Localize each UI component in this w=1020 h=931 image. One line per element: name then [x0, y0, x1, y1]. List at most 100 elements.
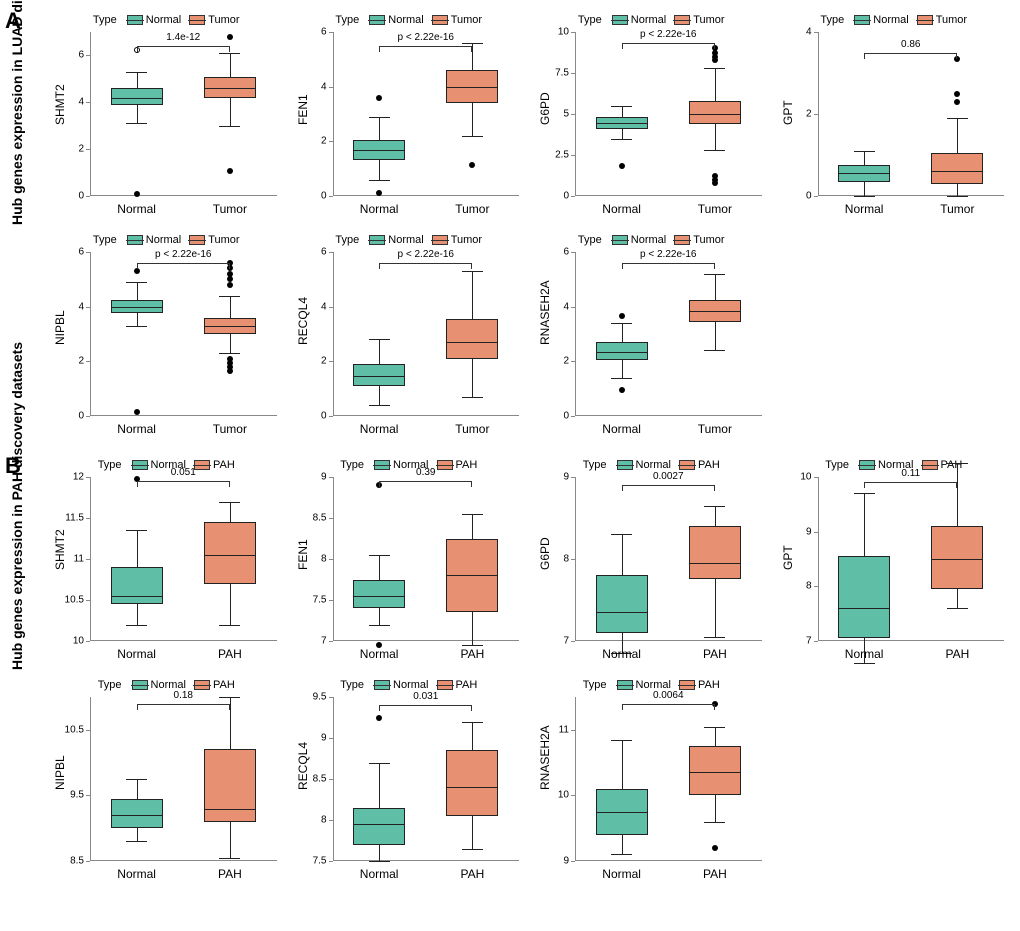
p-value-label: 0.051 — [137, 467, 230, 478]
box-group — [446, 32, 498, 196]
legend-swatch — [917, 15, 933, 25]
legend-label: Normal — [631, 234, 666, 246]
legend-type-label: Type — [583, 459, 607, 471]
legend-type-label: Type — [578, 14, 602, 26]
legend-item: Normal — [369, 234, 423, 246]
p-bracket-line — [137, 263, 230, 264]
y-tick-label: 0 — [321, 191, 327, 202]
box-group — [446, 477, 498, 641]
median-line — [111, 815, 163, 816]
x-category-label: Normal — [90, 867, 183, 881]
legend-type-label: Type — [98, 679, 122, 691]
p-bracket-line — [137, 704, 230, 705]
p-bracket-line — [137, 481, 230, 482]
whisker-cap — [126, 72, 147, 73]
box-group — [111, 477, 163, 641]
p-bracket-tick — [714, 485, 715, 491]
whisker-cap — [947, 463, 968, 464]
legend-label: Normal — [631, 14, 666, 26]
p-value-label: p < 2.22e-16 — [622, 249, 715, 260]
y-tick-mark — [329, 196, 333, 197]
p-bracket-tick — [229, 481, 230, 487]
legend-swatch — [432, 235, 448, 245]
whisker-cap — [369, 117, 390, 118]
box-body — [353, 364, 405, 386]
median-line — [931, 171, 983, 172]
legend-type-label: Type — [583, 679, 607, 691]
y-tick-label: 9.5 — [70, 790, 84, 801]
plot-area: 910110.0064 — [575, 697, 762, 861]
p-bracket-tick — [137, 263, 138, 269]
p-bracket-line — [379, 705, 472, 706]
legend-type-label: Type — [93, 234, 117, 246]
box-body — [111, 799, 163, 829]
p-value-label: p < 2.22e-16 — [622, 29, 715, 40]
median-line — [838, 173, 890, 174]
whisker-cap — [704, 822, 725, 823]
box-group — [111, 252, 163, 416]
y-tick-mark — [86, 861, 90, 862]
box-group — [111, 32, 163, 196]
legend-label: Normal — [146, 234, 181, 246]
legend-label: Normal — [388, 14, 423, 26]
y-tick-label: 12 — [73, 472, 84, 483]
legend-type-label: Type — [340, 679, 364, 691]
outlier-point — [376, 715, 382, 721]
x-category-label: Normal — [90, 422, 183, 436]
p-bracket-tick — [956, 53, 957, 59]
x-category-label: Normal — [333, 202, 426, 216]
y-tick-mark — [86, 641, 90, 642]
whisker-cap — [369, 861, 390, 862]
plot-area: 0246p < 2.22e-16 — [575, 252, 762, 416]
outlier-point — [619, 387, 625, 393]
legend-type-label: Type — [340, 459, 364, 471]
y-tick-label: 11.5 — [65, 513, 84, 524]
p-value-label: 1.4e-12 — [137, 32, 230, 43]
p-bracket-tick — [864, 53, 865, 59]
median-line — [446, 342, 498, 343]
y-axis-line — [90, 697, 91, 861]
p-bracket-tick — [471, 705, 472, 711]
legend-label: Normal — [873, 14, 908, 26]
whisker-cap — [611, 534, 632, 535]
outlier-point — [954, 91, 960, 97]
x-category-label: Tumor — [426, 202, 519, 216]
legend-item: Normal — [127, 234, 181, 246]
y-tick-label: 10 — [73, 636, 84, 647]
plot-area: 02461.4e-12 — [90, 32, 277, 196]
y-tick-label: 10 — [558, 27, 569, 38]
chart-legend: TypeNormalTumor — [535, 10, 768, 30]
plot-area: 789100.11 — [818, 477, 1005, 641]
p-value-label: 0.86 — [864, 39, 957, 50]
gene-axis-label: SHMT2 — [53, 105, 67, 125]
p-bracket-line — [379, 46, 472, 47]
y-tick-mark — [86, 196, 90, 197]
y-tick-label: 7 — [806, 636, 812, 647]
whisker-cap — [704, 727, 725, 728]
legend-item: PAH — [437, 679, 478, 691]
outlier-point — [134, 191, 140, 197]
chart-legend: TypeNormalTumor — [293, 10, 526, 30]
gene-axis-label: FEN1 — [296, 550, 310, 570]
box-group — [931, 477, 983, 641]
whisker-cap — [219, 625, 240, 626]
x-category-label: Normal — [333, 647, 426, 661]
p-bracket-tick — [379, 263, 380, 269]
y-tick-label: 6 — [321, 247, 327, 258]
legend-label: Normal — [388, 234, 423, 246]
p-value-label: p < 2.22e-16 — [137, 249, 230, 260]
whisker-cap — [126, 841, 147, 842]
legend-swatch — [127, 235, 143, 245]
boxplot-chart: TypeNormalPAHFEN177.588.590.39NormalPAH — [293, 455, 526, 665]
y-tick-label: 9 — [321, 733, 327, 744]
outlier-point — [954, 99, 960, 105]
y-axis-line — [333, 697, 334, 861]
legend-swatch — [612, 15, 628, 25]
p-bracket-tick — [379, 481, 380, 487]
whisker-cap — [462, 43, 483, 44]
box-body — [204, 77, 256, 98]
y-tick-mark — [86, 416, 90, 417]
legend-item: Normal — [617, 459, 671, 471]
y-tick-label: 2 — [321, 136, 327, 147]
legend-type-label: Type — [335, 234, 359, 246]
